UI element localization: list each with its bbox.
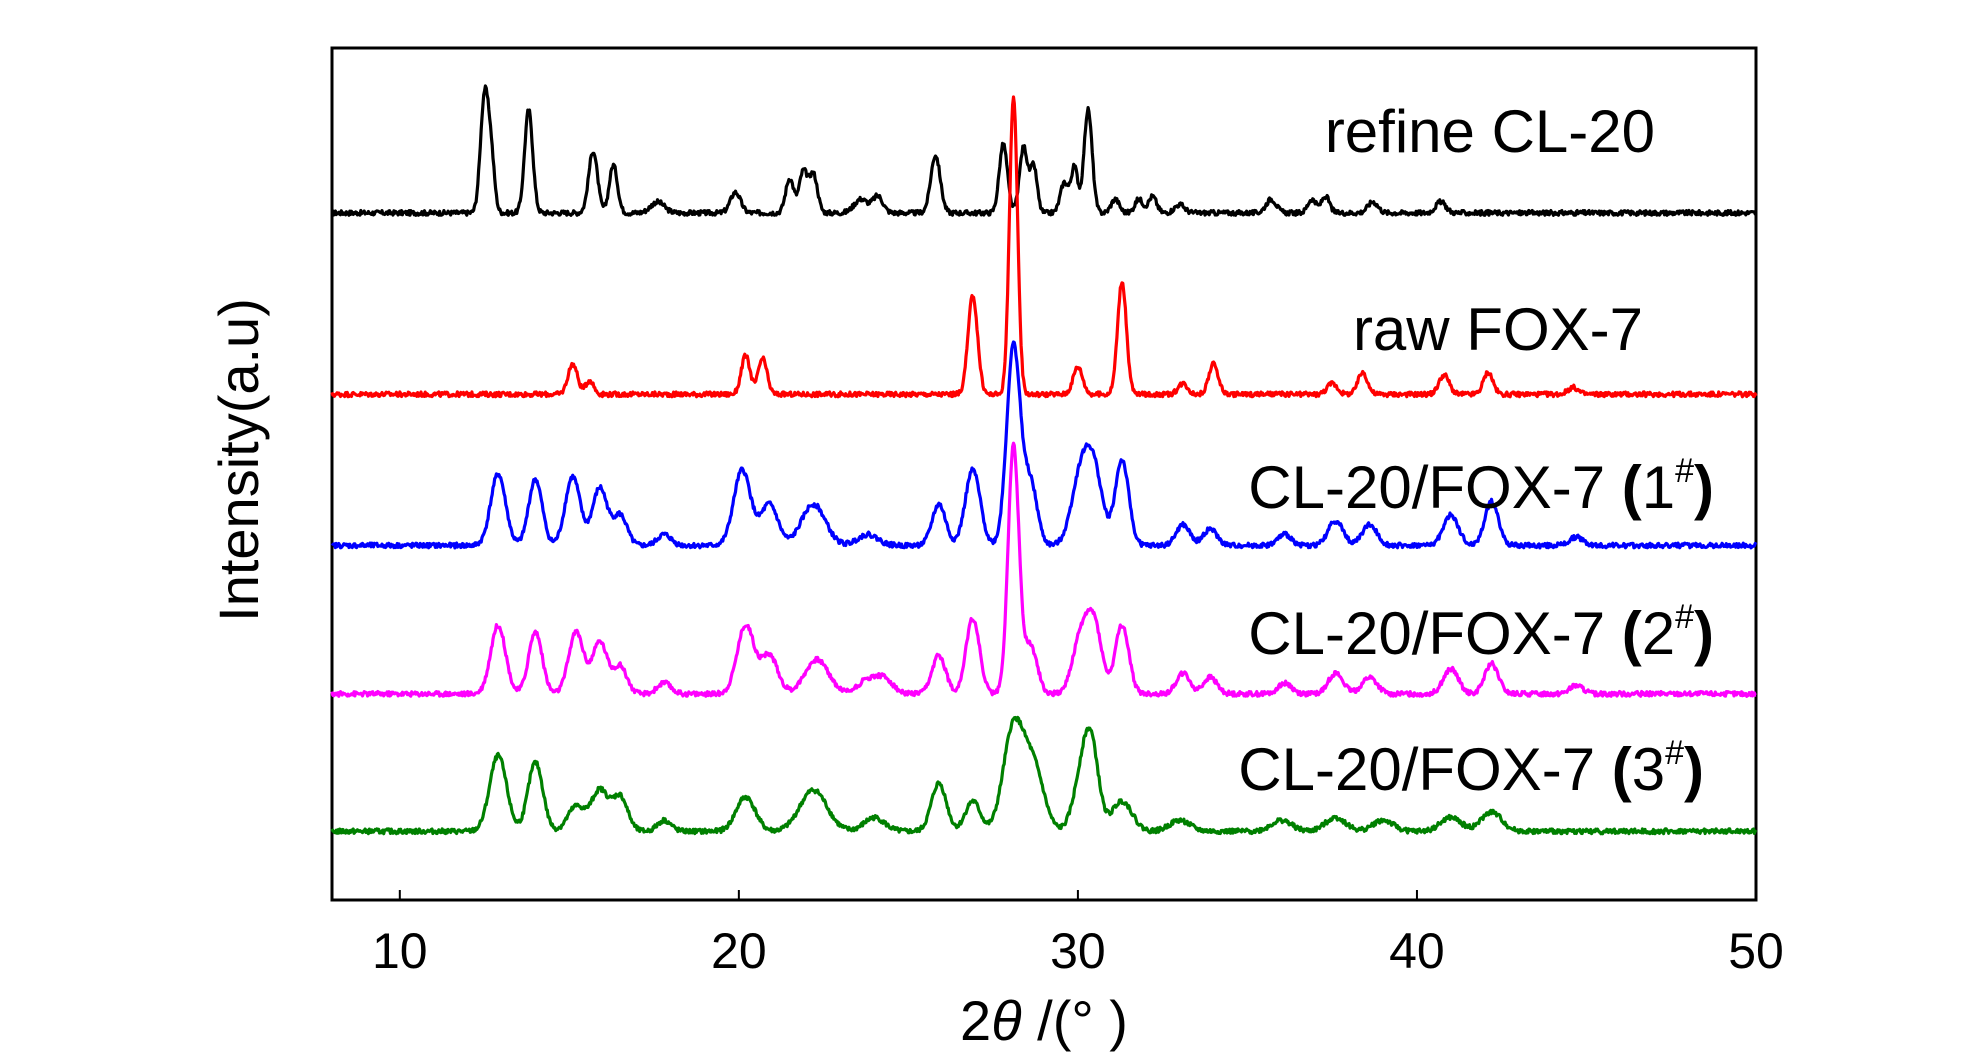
series-label-3-prefix: CL-20/FOX-7	[1238, 736, 1611, 803]
x-tick-label-20: 20	[711, 923, 767, 979]
series-label-refine-cl20: refine CL-20	[1325, 98, 1655, 165]
x-axis-label: 2θ /(° )	[960, 989, 1128, 1052]
series-line-0	[331, 84, 1758, 217]
series-label-1-sup: #	[1675, 452, 1694, 490]
series-label-2-num: 2	[1642, 600, 1675, 667]
series-line-2	[330, 340, 1758, 550]
series-group	[330, 84, 1758, 836]
series-label-2-close: )	[1694, 600, 1714, 667]
series-label-2-open: (	[1622, 600, 1642, 667]
series-label-3-sup: #	[1665, 734, 1684, 772]
series-label-3-close: )	[1684, 736, 1704, 803]
series-label-cocrystal-3: CL-20/FOX-7 (3#)	[1238, 734, 1704, 803]
series-label-1-num: 1	[1642, 454, 1675, 521]
series-label-raw-fox7: raw FOX-7	[1353, 296, 1643, 363]
series-label-3-num: 3	[1632, 736, 1665, 803]
x-tick-label-50: 50	[1728, 923, 1784, 979]
series-label-1-close: )	[1694, 454, 1714, 521]
x-axis-label-prefix: 2	[960, 989, 991, 1052]
plot-frame	[330, 46, 1758, 902]
series-label-1-prefix: CL-20/FOX-7	[1248, 454, 1621, 521]
series-line-1	[330, 95, 1758, 399]
x-axis-ticks: 10 20 30 40 50	[372, 890, 1784, 979]
series-label-2-prefix: CL-20/FOX-7	[1248, 600, 1621, 667]
series-label-2-sup: #	[1675, 598, 1694, 636]
x-tick-label-10: 10	[372, 923, 428, 979]
x-axis-label-suffix: /(° )	[1022, 989, 1128, 1052]
x-tick-label-30: 30	[1050, 923, 1106, 979]
y-axis-label: Intensity(a.u)	[207, 298, 270, 622]
series-line-3	[330, 441, 1757, 698]
series-label-3-open: (	[1612, 736, 1632, 803]
series-label-cocrystal-2: CL-20/FOX-7 (2#)	[1248, 598, 1714, 667]
series-line-4	[330, 715, 1758, 836]
series-label-1-open: (	[1622, 454, 1642, 521]
series-label-cocrystal-1: CL-20/FOX-7 (1#)	[1248, 452, 1714, 521]
x-tick-label-40: 40	[1389, 923, 1445, 979]
x-axis-label-theta: θ	[991, 989, 1021, 1052]
